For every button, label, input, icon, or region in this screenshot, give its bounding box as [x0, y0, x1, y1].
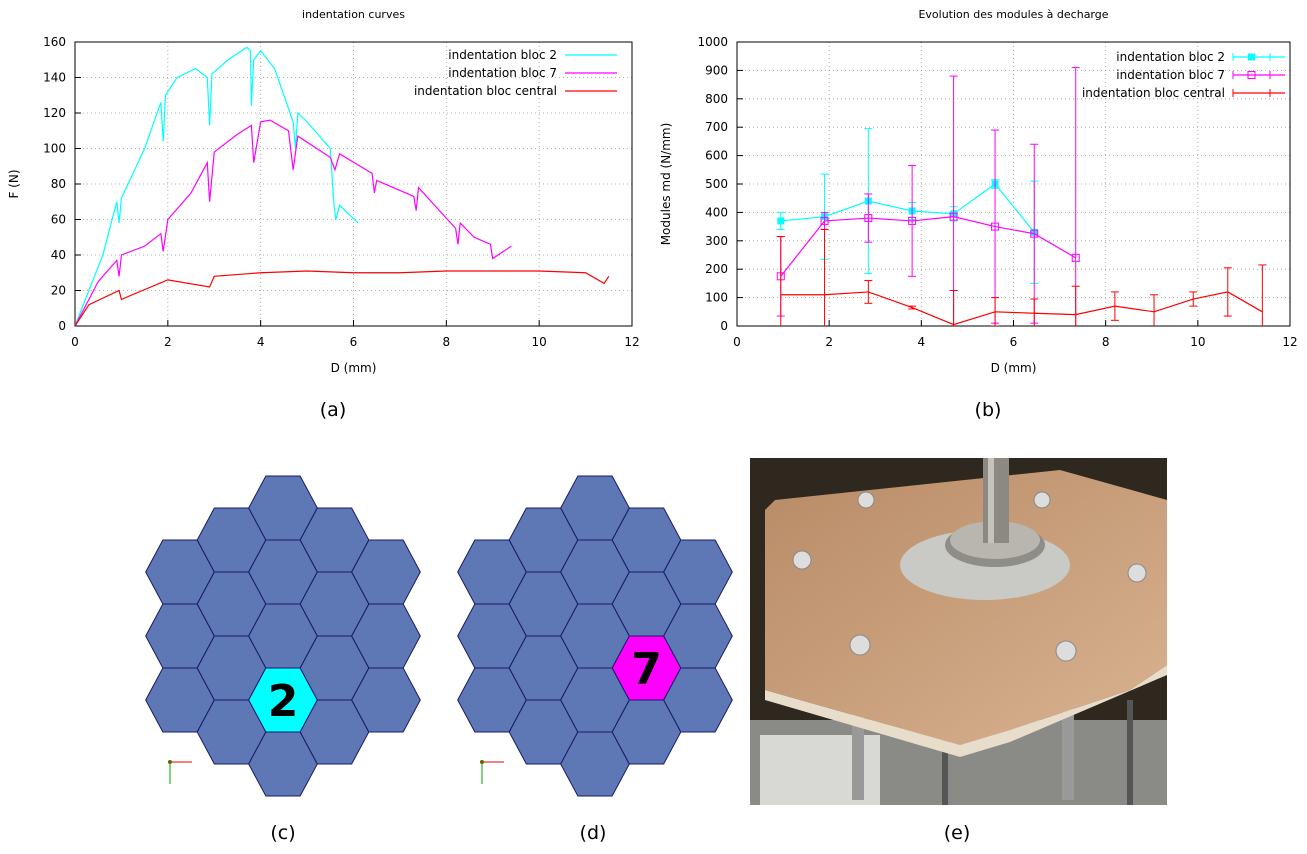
chart-title: Evolution des modules à decharge	[918, 8, 1108, 21]
y-tick-label: 120	[43, 106, 66, 120]
plot-area	[776, 67, 1267, 326]
series-line	[780, 291, 1263, 326]
y-tick-label: 0	[720, 319, 728, 333]
y-tick-label: 60	[51, 213, 66, 227]
y-tick-label: 500	[705, 177, 728, 191]
x-tick-label: 6	[1010, 335, 1018, 349]
photo	[750, 458, 1167, 805]
y-tick-label: 800	[705, 92, 728, 106]
x-tick-label: 8	[1102, 335, 1110, 349]
y-tick-label: 80	[51, 177, 66, 191]
hex-grid	[457, 475, 733, 797]
marker	[777, 217, 785, 225]
y-tick-label: 700	[705, 120, 728, 134]
legend-label: indentation bloc 2	[1116, 50, 1225, 64]
x-tick-label: 0	[71, 335, 79, 349]
x-axis-label: D (mm)	[991, 361, 1037, 375]
legend-marker	[1248, 53, 1255, 61]
x-tick-label: 12	[624, 335, 639, 349]
y-tick-label: 100	[43, 142, 66, 156]
y-tick-label: 300	[705, 234, 728, 248]
y-tick-label: 600	[705, 149, 728, 163]
plot-border	[74, 41, 633, 327]
y-tick-label: 140	[43, 71, 66, 85]
y-axis-label: Modules md (N/mm)	[659, 123, 673, 246]
series-line	[780, 183, 1035, 233]
marker	[820, 216, 829, 225]
x-tick-label: 6	[350, 335, 358, 349]
legend-label: indentation bloc central	[1082, 86, 1225, 100]
marker	[949, 212, 958, 221]
y-tick-label: 20	[51, 284, 66, 298]
hex-grid	[145, 475, 421, 797]
x-tick-label: 10	[1190, 335, 1205, 349]
marker	[908, 216, 917, 225]
legend-label: indentation bloc 2	[448, 48, 557, 62]
series-line	[75, 270, 610, 326]
y-tick-label: 100	[705, 291, 728, 305]
caption: (d)	[580, 822, 607, 844]
legend-marker	[1247, 71, 1256, 79]
y-tick-label: 400	[705, 205, 728, 219]
chart-title: indentation curves	[302, 8, 405, 21]
x-tick-label: 4	[257, 335, 265, 349]
x-tick-label: 8	[443, 335, 451, 349]
series-line	[75, 46, 359, 326]
caption: (b)	[975, 399, 1002, 421]
x-axis-label: D (mm)	[331, 361, 377, 375]
y-tick-label: 1000	[697, 35, 728, 49]
y-tick-label: 200	[705, 262, 728, 276]
y-axis-label: F (N)	[7, 169, 21, 198]
plot-area	[75, 46, 610, 326]
series-line	[780, 216, 1077, 277]
hex-label: 7	[631, 644, 662, 695]
legend-label: indentation bloc central	[414, 84, 557, 98]
y-tick-label: 40	[51, 248, 66, 262]
axis-origin	[168, 760, 172, 764]
marker	[1071, 253, 1080, 262]
x-tick-label: 12	[1282, 335, 1297, 349]
legend-label: indentation bloc 7	[448, 66, 557, 80]
legend-label: indentation bloc 7	[1116, 68, 1225, 82]
x-tick-label: 10	[532, 335, 547, 349]
marker	[1030, 229, 1039, 238]
marker	[864, 214, 873, 223]
y-tick-label: 160	[43, 35, 66, 49]
hexagon	[351, 667, 421, 733]
x-tick-label: 2	[825, 335, 833, 349]
y-tick-label: 900	[705, 63, 728, 77]
marker	[991, 222, 1000, 231]
series-line	[75, 119, 512, 326]
x-tick-label: 0	[733, 335, 741, 349]
axis-origin	[480, 760, 484, 764]
plot-border	[736, 41, 1291, 327]
caption: (e)	[944, 822, 971, 844]
y-tick-label: 0	[58, 319, 66, 333]
x-tick-label: 4	[918, 335, 926, 349]
x-tick-label: 2	[164, 335, 172, 349]
hex-label: 2	[268, 676, 299, 727]
hexagon	[663, 667, 733, 733]
caption: (a)	[320, 399, 346, 421]
caption: (c)	[270, 822, 295, 844]
